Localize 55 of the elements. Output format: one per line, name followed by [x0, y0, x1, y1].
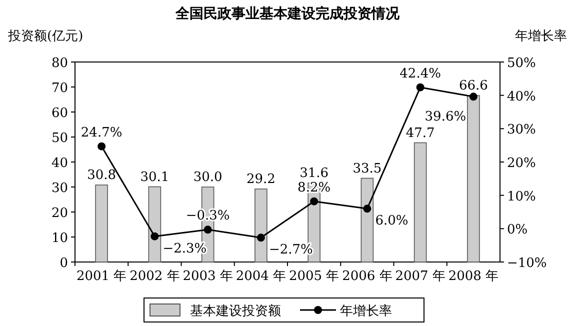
point — [204, 226, 212, 234]
data-label: 6.0% — [375, 214, 408, 229]
y2-tick-label: 20% — [507, 156, 536, 171]
x-tick-label: 2002 年 — [130, 269, 180, 284]
y-tick-label: 20 — [51, 206, 68, 221]
y-tick-label: 40 — [51, 156, 68, 171]
y-tick-label: 80 — [51, 56, 68, 71]
y-tick-label: 50 — [51, 131, 68, 146]
legend-label: 年增长率 — [340, 303, 392, 319]
data-label: 30.0 — [193, 170, 222, 185]
point — [256, 234, 265, 242]
y2-tick-label: 30% — [507, 122, 536, 138]
data-label: 29.2 — [246, 172, 276, 187]
y-tick-label: 60 — [51, 106, 68, 121]
x-tick-label: 2008 年 — [448, 269, 499, 284]
y2-tick-label: −10% — [507, 256, 547, 271]
data-label: 30.8 — [87, 168, 116, 183]
y-tick-label: 0 — [60, 256, 68, 271]
data-label: 31.6 — [300, 166, 329, 181]
data-label: 47.7 — [406, 126, 435, 141]
point — [98, 142, 106, 150]
y-tick-label: 10 — [51, 231, 68, 246]
x-tick-label: 2001 年 — [76, 269, 127, 284]
data-label: 30.1 — [140, 170, 170, 185]
y2-tick-label: 10% — [507, 189, 536, 204]
data-label: 66.6 — [458, 78, 488, 94]
chart-title: 全国民政事业基本建设完成投资情况 — [174, 5, 400, 22]
data-label: 33.5 — [352, 161, 382, 176]
legend-label: 基本建设投资额 — [190, 304, 281, 319]
point — [150, 232, 159, 240]
x-tick-label: 2004 年 — [236, 269, 286, 284]
data-label: 42.4% — [400, 66, 441, 82]
x-tick-label: 2005 年 — [288, 269, 340, 284]
point — [363, 204, 372, 213]
y2-tick-label: 0% — [507, 222, 528, 238]
y-tick-label: 70 — [51, 81, 68, 96]
data-label: 39.6% — [424, 110, 466, 125]
bar — [414, 142, 427, 262]
y-tick-label: 30 — [51, 181, 68, 196]
x-tick-label: 2006 年 — [342, 269, 392, 284]
y2-tick-label: 50% — [507, 56, 536, 71]
data-label: 24.7% — [80, 125, 122, 140]
point — [416, 83, 424, 92]
y2-axis-title: 年增长率 — [515, 28, 567, 44]
x-tick-label: 2003 年 — [182, 269, 233, 284]
bar — [467, 95, 480, 262]
bar — [360, 178, 374, 262]
bar — [95, 184, 108, 262]
bar — [254, 188, 268, 262]
bar — [148, 186, 162, 262]
y-axis-title: 投资额(亿元) — [7, 29, 84, 44]
y2-tick-label: 40% — [507, 89, 536, 104]
point — [469, 92, 478, 101]
point — [310, 197, 318, 206]
x-tick-label: 2007 年 — [395, 269, 446, 284]
